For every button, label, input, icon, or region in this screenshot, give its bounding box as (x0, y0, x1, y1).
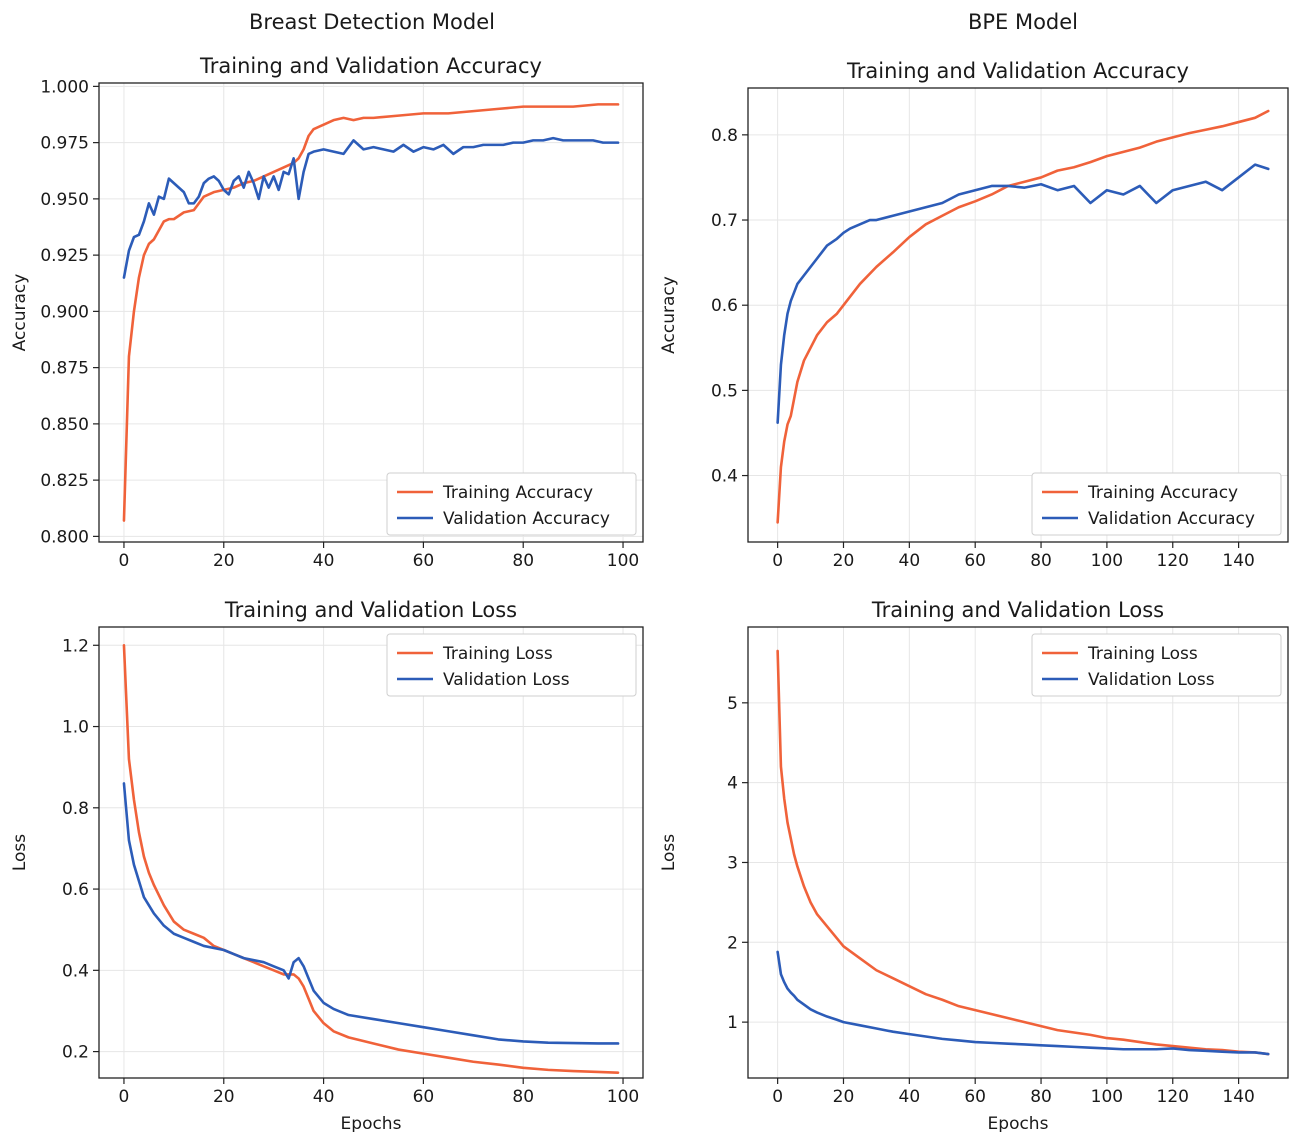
series-line (122, 136, 620, 279)
x-tick-label: 0 (119, 1087, 130, 1107)
series-line (776, 163, 1270, 425)
x-tick-label: 20 (833, 1087, 855, 1107)
x-tick-label: 80 (512, 551, 534, 571)
legend-label: Validation Accuracy (1088, 509, 1255, 529)
plot-frame (747, 626, 1289, 1079)
x-axis-label: Epochs (341, 1114, 402, 1132)
chart-title: Training and Validation Loss (871, 598, 1164, 622)
y-tick-label: 0.7 (711, 211, 738, 231)
y-tick-label: 0.800 (40, 527, 89, 547)
plot-frame (98, 626, 644, 1079)
y-axis-label: Loss (10, 834, 30, 871)
y-tick-label: 1.2 (62, 636, 89, 656)
x-tick-label: 140 (1222, 551, 1254, 571)
legend-label: Validation Accuracy (443, 509, 610, 529)
x-tick-label: 60 (413, 551, 435, 571)
y-tick-label: 0.975 (40, 134, 89, 154)
series-line (122, 103, 620, 522)
legend-box (1031, 472, 1282, 536)
x-tick-label: 20 (833, 551, 855, 571)
x-tick-label: 100 (607, 1087, 639, 1107)
x-tick-label: 40 (313, 551, 335, 571)
x-tick-label: 0 (772, 1087, 783, 1107)
x-tick-label: 20 (213, 1087, 235, 1107)
y-tick-label: 3 (727, 853, 738, 873)
y-tick-label: 2 (727, 933, 738, 953)
plot-frame (98, 82, 644, 543)
x-tick-label: 120 (1157, 551, 1189, 571)
legend: Training Accuracy Validation Accuracy (386, 472, 637, 536)
right-column-title: BPE Model (968, 10, 1078, 34)
legend-label: Validation Loss (443, 670, 570, 690)
x-tick-label: 80 (1030, 1087, 1052, 1107)
x-tick-label: 0 (119, 551, 130, 571)
y-tick-label: 0.8 (711, 126, 738, 146)
x-tick-label: 140 (1222, 1087, 1254, 1107)
y-tick-label: 0.950 (40, 190, 89, 210)
legend-box (1031, 633, 1282, 697)
y-tick-label: 0.5 (711, 381, 738, 401)
x-tick-label: 40 (313, 1087, 335, 1107)
y-tick-label: 1.0 (62, 718, 89, 738)
y-tick-label: 0.6 (62, 880, 89, 900)
x-tick-label: 40 (899, 1087, 921, 1107)
legend: Training Accuracy Validation Accuracy (1031, 472, 1282, 536)
x-tick-label: 60 (413, 1087, 435, 1107)
x-tick-label: 100 (607, 551, 639, 571)
y-tick-label: 0.4 (62, 961, 89, 981)
y-tick-label: 0.850 (40, 415, 89, 435)
x-tick-label: 0 (772, 551, 783, 571)
x-tick-label: 120 (1157, 1087, 1189, 1107)
left-column-title: Breast Detection Model (249, 10, 495, 34)
y-axis-label: Accuracy (10, 274, 30, 352)
series-line (122, 782, 620, 1045)
chart-title: Training and Validation Loss (224, 598, 517, 622)
chart-title: Training and Validation Accuracy (846, 59, 1189, 83)
y-tick-label: 0.4 (711, 467, 738, 487)
y-axis-label: Accuracy (659, 276, 679, 354)
y-tick-label: 0.8 (62, 799, 89, 819)
x-tick-label: 20 (213, 551, 235, 571)
x-tick-label: 80 (1030, 551, 1052, 571)
legend: Training Loss Validation Loss (1031, 633, 1282, 697)
y-tick-label: 0.875 (40, 359, 89, 379)
legend-box (386, 472, 637, 536)
chart-panel: 0 20 40 60 80 100 120 140 1 2 3 4 5 Training and Vali… (659, 598, 1289, 1132)
x-tick-label: 100 (1091, 551, 1123, 571)
y-tick-label: 1.000 (40, 77, 89, 97)
y-tick-label: 0.925 (40, 246, 89, 266)
y-tick-label: 0.6 (711, 296, 738, 316)
y-tick-label: 0.900 (40, 302, 89, 322)
y-tick-label: 0.825 (40, 471, 89, 491)
legend-label: Training Loss (442, 644, 553, 664)
x-tick-label: 80 (512, 1087, 534, 1107)
legend-label: Training Accuracy (442, 483, 593, 503)
chart-panel: 0 20 40 60 80 100 120 140 0.4 0.5 0.6 0.7 0.8 Trainin… (659, 59, 1289, 571)
legend-label: Training Loss (1087, 644, 1198, 664)
plot-frame (747, 87, 1289, 543)
series-line (122, 643, 620, 1075)
series-line (776, 109, 1270, 524)
legend-label: Training Accuracy (1087, 483, 1238, 503)
legend-box (386, 633, 637, 697)
chart-panel: 0 20 40 60 80 100 0.2 0.4 0.6 0.8 1.0 1.2 Training a… (10, 598, 644, 1132)
y-axis-label: Loss (659, 834, 679, 871)
x-tick-label: 40 (899, 551, 921, 571)
y-tick-label: 0.2 (62, 1043, 89, 1063)
x-tick-label: 60 (964, 551, 986, 571)
x-tick-label: 100 (1091, 1087, 1123, 1107)
y-tick-label: 4 (727, 774, 738, 794)
chart-panel: 0 20 40 60 80 100 0.800 0.825 0.850 0.875 0.900 0.9… (10, 54, 644, 571)
x-axis-label: Epochs (988, 1114, 1049, 1132)
series-line (776, 649, 1270, 1056)
series-line (776, 950, 1270, 1056)
y-tick-label: 1 (727, 1013, 738, 1033)
legend: Training Loss Validation Loss (386, 633, 637, 697)
legend-label: Validation Loss (1088, 670, 1215, 690)
x-tick-label: 60 (964, 1087, 986, 1107)
chart-title: Training and Validation Accuracy (199, 54, 542, 78)
y-tick-label: 5 (727, 694, 738, 714)
